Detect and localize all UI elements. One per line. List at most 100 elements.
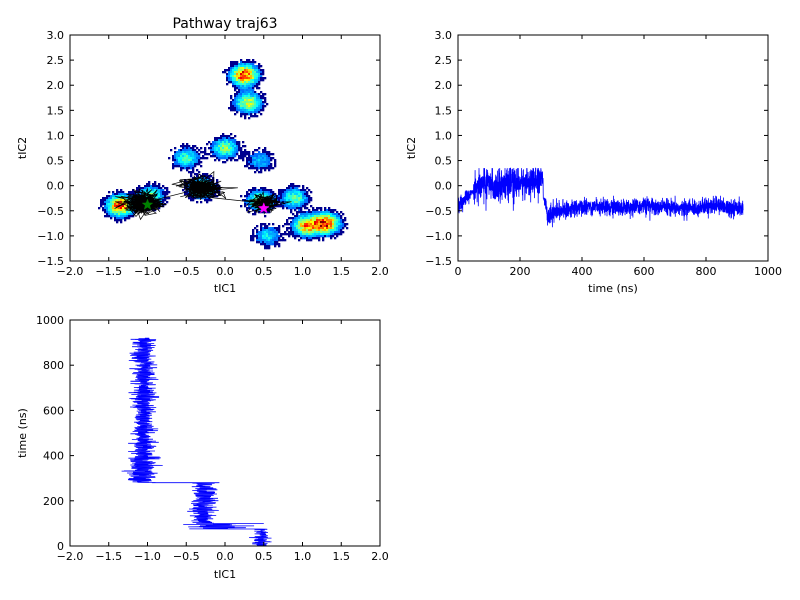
density-cell bbox=[252, 229, 255, 232]
density-cell bbox=[228, 69, 231, 72]
density-cell bbox=[152, 185, 155, 188]
density-cell bbox=[272, 239, 275, 242]
heatmap-ytick-label: −1.5 bbox=[37, 255, 64, 268]
density-cell bbox=[310, 229, 313, 232]
density-cell bbox=[268, 157, 271, 160]
density-cell bbox=[218, 141, 221, 144]
density-cell bbox=[222, 153, 225, 156]
density-cell bbox=[310, 215, 313, 218]
density-cell bbox=[252, 157, 255, 160]
density-cell bbox=[284, 189, 287, 192]
density-cell bbox=[154, 185, 157, 188]
density-cell bbox=[110, 217, 113, 220]
density-cell bbox=[250, 235, 253, 238]
density-cell bbox=[190, 149, 193, 152]
density-cell bbox=[250, 159, 253, 162]
density-cell bbox=[252, 103, 255, 106]
density-cell bbox=[290, 185, 293, 188]
density-cell bbox=[296, 221, 299, 224]
density-cell bbox=[252, 79, 255, 82]
density-cell bbox=[222, 161, 225, 164]
density-cell bbox=[132, 193, 135, 196]
density-cell bbox=[108, 197, 111, 200]
density-cell bbox=[162, 185, 165, 188]
density-cell bbox=[252, 63, 255, 66]
density-cell bbox=[130, 193, 133, 196]
density-cell bbox=[308, 217, 311, 220]
density-cell bbox=[330, 221, 333, 224]
density-cell bbox=[266, 239, 269, 242]
density-cell bbox=[260, 69, 263, 72]
density-cell bbox=[178, 155, 181, 158]
density-cell bbox=[240, 85, 243, 88]
time-tic1-ytick-label: 1000 bbox=[36, 314, 64, 327]
density-cell bbox=[206, 177, 209, 180]
density-cell bbox=[338, 221, 341, 224]
density-cell bbox=[260, 165, 263, 168]
density-cell bbox=[190, 189, 193, 192]
density-cell bbox=[324, 227, 327, 230]
density-cell bbox=[260, 73, 263, 76]
density-cell bbox=[210, 151, 213, 154]
density-cell bbox=[214, 147, 217, 150]
time-tic1-xtick-label: −1.0 bbox=[134, 550, 161, 563]
density-cell bbox=[246, 159, 249, 162]
density-cell bbox=[104, 205, 107, 208]
density-cell bbox=[292, 231, 295, 234]
density-cell bbox=[140, 187, 143, 190]
density-cell bbox=[298, 223, 301, 226]
density-cell bbox=[258, 71, 261, 74]
density-cell bbox=[116, 209, 119, 212]
density-cell bbox=[204, 157, 207, 160]
density-cell bbox=[300, 207, 303, 210]
density-cell bbox=[326, 211, 329, 214]
density-cell bbox=[192, 171, 195, 174]
density-cell bbox=[116, 203, 119, 206]
density-cell bbox=[292, 185, 295, 188]
density-cell bbox=[234, 83, 237, 86]
density-cell bbox=[112, 191, 115, 194]
density-cell bbox=[264, 227, 267, 230]
density-cell bbox=[188, 161, 191, 164]
density-cell bbox=[212, 145, 215, 148]
density-cell bbox=[226, 157, 229, 160]
density-cell bbox=[324, 207, 327, 210]
density-cell bbox=[320, 217, 323, 220]
density-cell bbox=[184, 157, 187, 160]
density-cell bbox=[192, 149, 195, 152]
density-cell bbox=[258, 75, 261, 78]
density-cell bbox=[304, 225, 307, 228]
density-cell bbox=[318, 211, 321, 214]
density-cell bbox=[226, 73, 229, 76]
density-cell bbox=[232, 103, 235, 106]
density-cell bbox=[306, 237, 309, 240]
density-cell bbox=[264, 245, 267, 248]
density-cell bbox=[296, 229, 299, 232]
density-cell bbox=[294, 231, 297, 234]
density-cell bbox=[232, 107, 235, 110]
density-cell bbox=[290, 193, 293, 196]
density-cell bbox=[246, 111, 249, 114]
density-cell bbox=[254, 213, 257, 216]
density-cell bbox=[240, 113, 243, 116]
tic2-time-plot-area bbox=[458, 167, 744, 228]
density-cell bbox=[220, 151, 223, 154]
density-cell bbox=[296, 231, 299, 234]
density-cell bbox=[330, 227, 333, 230]
density-cell bbox=[308, 229, 311, 232]
density-cell bbox=[254, 101, 257, 104]
density-cell bbox=[250, 65, 253, 68]
density-cell bbox=[336, 235, 339, 238]
density-cell bbox=[322, 233, 325, 236]
density-cell bbox=[106, 205, 109, 208]
density-cell bbox=[182, 159, 185, 162]
density-cell bbox=[272, 229, 275, 232]
density-cell bbox=[242, 101, 245, 104]
density-cell bbox=[240, 77, 243, 80]
density-cell bbox=[254, 165, 257, 168]
density-cell bbox=[214, 151, 217, 154]
density-cell bbox=[272, 191, 275, 194]
density-cell bbox=[130, 191, 133, 194]
density-cell bbox=[270, 235, 273, 238]
density-cell bbox=[262, 239, 265, 242]
